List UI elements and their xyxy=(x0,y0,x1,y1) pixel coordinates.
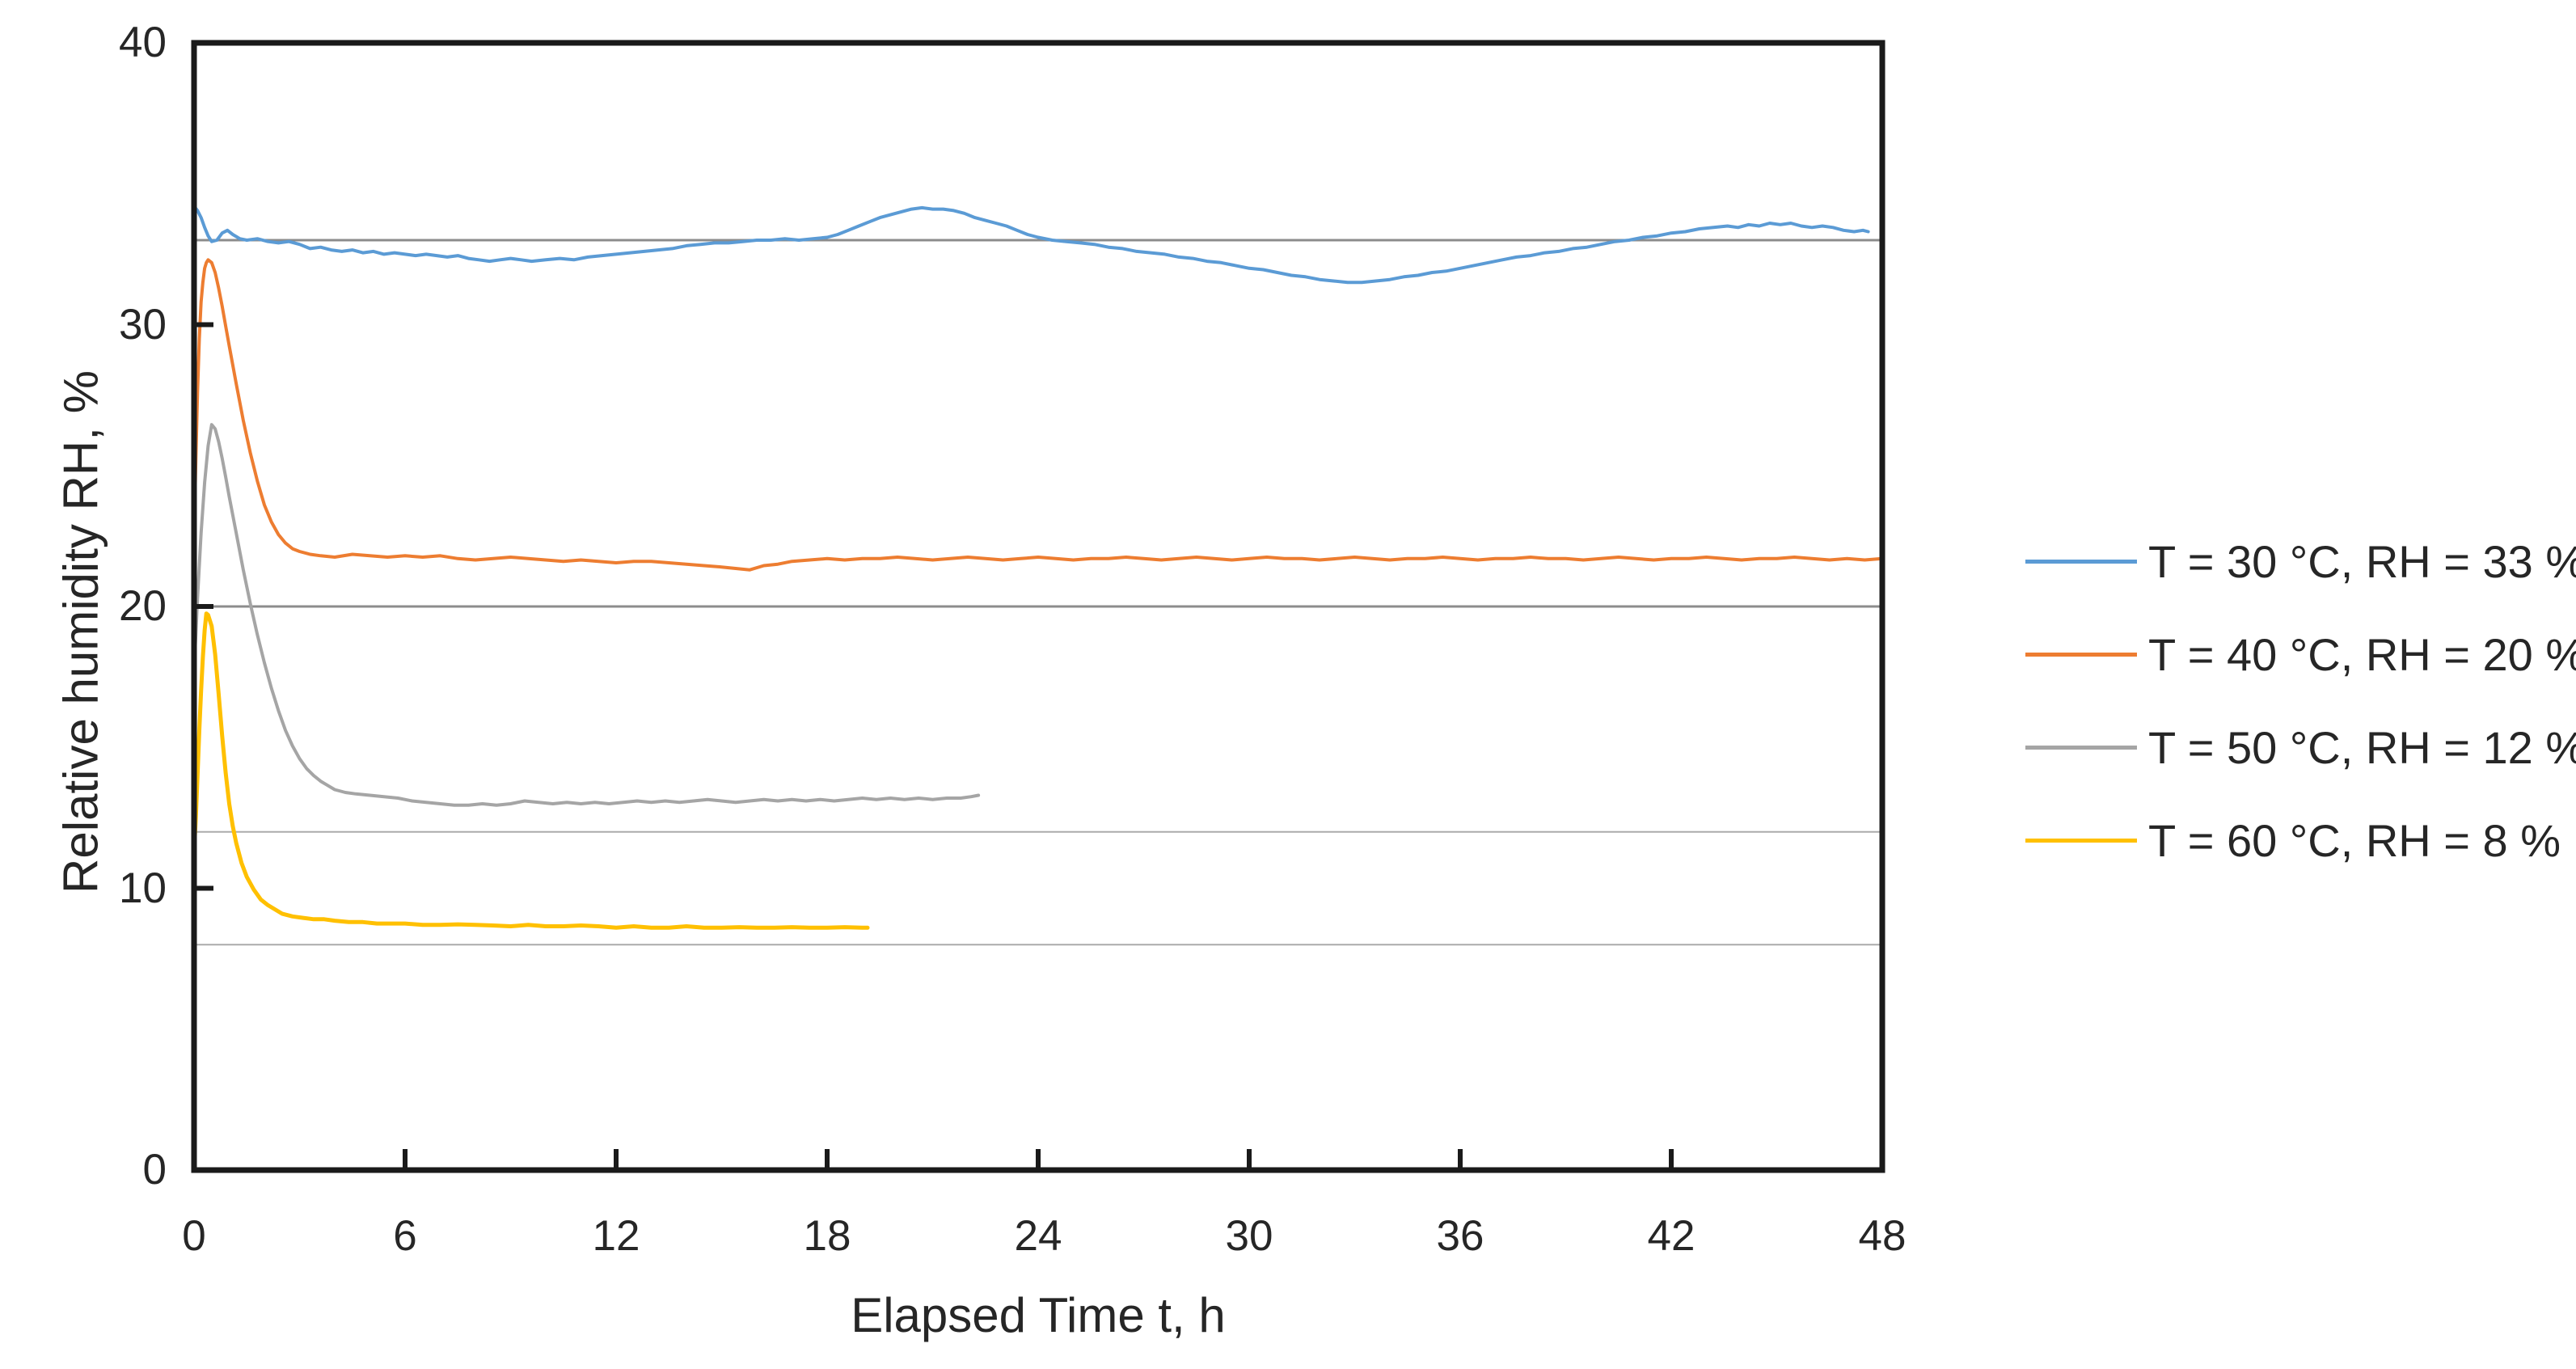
legend-label-t60: T = 60 °C, RH = 8 % xyxy=(2148,815,2561,866)
legend-line-swatch-t40 xyxy=(2025,653,2137,657)
legend-item-t30: T = 30 °C, RH = 33 % xyxy=(2025,515,2576,608)
x-tick-label-6: 6 xyxy=(393,1212,417,1260)
legend-item-t50: T = 50 °C, RH = 12 % xyxy=(2025,701,2576,794)
series-line-0 xyxy=(192,205,1870,285)
x-tick-label-36: 36 xyxy=(1436,1212,1484,1260)
y-tick-label-0: 0 xyxy=(142,1146,167,1194)
y-tick-label-20: 20 xyxy=(119,582,167,630)
y-tick-label-30: 30 xyxy=(119,301,167,349)
legend-line-swatch-t60 xyxy=(2025,839,2137,843)
legend-item-t40: T = 40 °C, RH = 20 % xyxy=(2025,608,2576,701)
x-tick-label-12: 12 xyxy=(592,1212,640,1260)
y-tick-label-10: 10 xyxy=(119,864,167,912)
series-line-2 xyxy=(192,423,981,807)
x-tick-label-30: 30 xyxy=(1225,1212,1273,1260)
legend-line-swatch-t50 xyxy=(2025,746,2137,750)
legend-label-t30: T = 30 °C, RH = 33 % xyxy=(2148,536,2576,587)
legend-label-t40: T = 40 °C, RH = 20 % xyxy=(2148,629,2576,680)
x-tick-label-42: 42 xyxy=(1647,1212,1696,1260)
legend-item-t60: T = 60 °C, RH = 8 % xyxy=(2025,794,2576,887)
x-tick-label-24: 24 xyxy=(1014,1212,1062,1260)
series-line-1 xyxy=(192,258,1884,572)
x-tick-label-18: 18 xyxy=(803,1212,851,1260)
legend: T = 30 °C, RH = 33 % T = 40 °C, RH = 20 … xyxy=(2025,515,2576,887)
legend-label-t50: T = 50 °C, RH = 12 % xyxy=(2148,722,2576,773)
y-tick-label-40: 40 xyxy=(119,19,167,66)
x-tick-label-48: 48 xyxy=(1858,1212,1907,1260)
legend-line-swatch-t30 xyxy=(2025,560,2137,564)
series-line-3 xyxy=(192,611,870,930)
x-axis-title: Elapsed Time t, h xyxy=(851,1288,1226,1342)
x-tick-label-0: 0 xyxy=(182,1212,206,1260)
